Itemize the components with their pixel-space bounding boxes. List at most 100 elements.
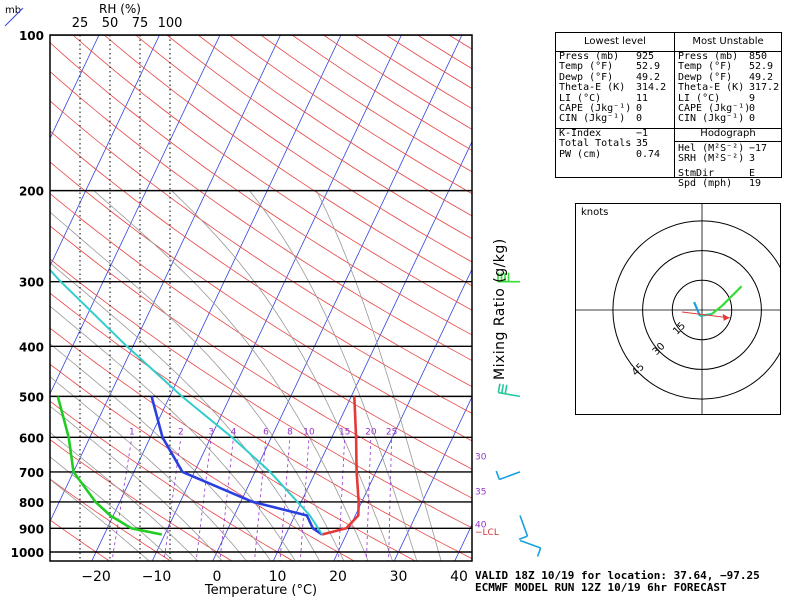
- isotherm-line: [393, 395, 472, 561]
- mixing-ratio-tick-label: 1: [129, 427, 135, 437]
- stat-value: 49.2: [636, 71, 661, 83]
- stat-row: Press (mb) 925: [556, 51, 674, 62]
- stat-label: CAPE (Jkg⁻¹): [678, 102, 751, 114]
- mixing-ratio-line: [299, 437, 310, 561]
- stat-label: Spd (mph): [678, 177, 733, 189]
- stat-row: Press (mb) 850: [675, 51, 781, 62]
- mixing-ratio-line: [365, 437, 372, 561]
- dry-adiabat-line: [50, 292, 472, 560]
- stat-label: Dewp (°F): [678, 71, 733, 83]
- moist-adiabat-line: [50, 262, 321, 561]
- lowest-level-rows: Press (mb) 925 Temp (°F) 52.9 Dewp (°F) 49.2 T…: [556, 51, 674, 125]
- isotherm-line: [50, 35, 160, 268]
- stat-value: 0: [636, 102, 643, 114]
- stat-row: LI (°C) 11: [556, 92, 674, 104]
- temperature-profile: [321, 396, 360, 536]
- wind-barb: [518, 515, 529, 541]
- plot-frame: [49, 34, 473, 562]
- isotherm-line: [0, 35, 39, 563]
- stat-row: CIN (Jkg⁻¹) 0: [556, 113, 674, 125]
- rh-axis-title: RH (%): [99, 2, 141, 16]
- moist-adiabat-line: [50, 376, 248, 561]
- mixing-ratio-line: [388, 437, 392, 561]
- header-isotherm-mark: [4, 7, 24, 27]
- mixing-ratio-tick-label: 10: [303, 427, 315, 437]
- wind-barb: [497, 383, 521, 398]
- stat-label: Temp (°F): [559, 61, 614, 73]
- temperature-axis-title: Temperature (°C): [204, 583, 317, 598]
- pressure-unit-label: mb: [5, 5, 21, 16]
- theta-e-label: 30: [475, 452, 487, 462]
- stat-label: CIN (Jkg⁻¹): [678, 113, 745, 125]
- theta-e-label: 35: [475, 487, 486, 497]
- stat-value: 0: [749, 102, 756, 114]
- stat-row: CAPE (Jkg⁻¹) 0: [675, 102, 781, 114]
- stat-row: Dewp (°F) 49.2: [556, 71, 674, 83]
- stat-value: 317.2: [749, 82, 780, 94]
- stat-row: Temp (°F) 52.9: [556, 61, 674, 73]
- mixing-ratio-tick-label: 25: [386, 427, 397, 437]
- stat-value: 52.9: [749, 61, 774, 73]
- stat-label: Total Totals: [559, 138, 632, 150]
- stat-label: LI (°C): [678, 92, 721, 104]
- dewpoint-profile: [150, 396, 323, 536]
- pressure-tick-label: 500: [19, 390, 44, 404]
- moist-adiabat-line: [316, 190, 442, 561]
- rh-tick-label: 75: [132, 16, 149, 31]
- hodograph-trace-segment: [711, 305, 723, 315]
- moist-adiabat-line: [50, 343, 272, 561]
- temperature-tick-label: −20: [81, 569, 111, 585]
- mixing-ratio-tick-label: 15: [339, 427, 350, 437]
- stat-row: Temp (°F) 52.9: [675, 61, 781, 73]
- moist-adiabat-line: [93, 190, 369, 561]
- isotherm-line: [91, 35, 342, 561]
- dry-adiabat-line: [103, 35, 472, 287]
- dry-adiabat-line: [50, 363, 355, 561]
- stat-row: StmDir E: [675, 167, 781, 179]
- stat-value: E: [749, 167, 756, 179]
- dry-adiabat-line: [50, 225, 472, 499]
- pressure-tick-label: 100: [19, 29, 44, 43]
- pressure-tick-label: 300: [19, 276, 44, 290]
- lowest-level-title: Lowest level: [556, 33, 674, 52]
- stat-value: 9: [749, 92, 756, 104]
- dry-adiabat-line: [50, 519, 111, 561]
- pressure-tick-label: 800: [19, 496, 44, 510]
- model-run-line: ECMWF MODEL RUN 12Z 10/19 6hr FORECAST: [475, 581, 727, 594]
- stat-row: CIN (Jkg⁻¹) 0: [675, 113, 781, 125]
- stat-value: 19: [749, 177, 762, 189]
- stats-divider: [556, 127, 674, 129]
- wind-barb: [497, 272, 520, 283]
- stat-row: Hel (M²S⁻²) −17: [675, 143, 781, 154]
- stat-row: CAPE (Jkg⁻¹) 0: [556, 102, 674, 114]
- dry-adiabat-line: [50, 400, 294, 561]
- temperature-tick-label: −10: [142, 569, 172, 585]
- lcl-label: −LCL: [475, 528, 499, 538]
- stat-label: LI (°C): [559, 92, 602, 104]
- rh_profile-profile: [56, 396, 163, 536]
- pressure-tick-label: 1000: [11, 546, 44, 560]
- pressure-tick-label: 900: [19, 522, 44, 536]
- hodograph-trace-segment: [721, 285, 743, 307]
- hodograph-title: Hodograph: [675, 128, 781, 142]
- stat-label: CIN (Jkg⁻¹): [559, 113, 626, 125]
- stat-label: Theta-E (K): [559, 82, 626, 94]
- stat-label: StmDir: [678, 167, 715, 179]
- dry-adiabat-line: [135, 35, 472, 263]
- stat-row: K-Index −1: [556, 128, 674, 139]
- dry-adiabat-line: [72, 35, 472, 311]
- axes-labels: 1 2 3 4 6 8 10 15 20 2510020030040050060070080090…: [4, 2, 499, 598]
- isotherm-line: [333, 268, 472, 561]
- dry-adiabat-line: [323, 35, 472, 130]
- dry-adiabat-line: [50, 70, 472, 361]
- stat-value: 0: [636, 113, 643, 125]
- pressure-tick-label: 600: [19, 431, 44, 445]
- isotherm-line: [50, 35, 221, 395]
- most-unstable-title: Most Unstable: [675, 33, 781, 52]
- dry-adiabat-line: [50, 42, 472, 336]
- temperature-tick-label: 0: [213, 569, 222, 585]
- stat-label: Press (mb): [678, 51, 739, 62]
- dry-adiabat-line: [50, 258, 472, 529]
- stat-value: 0.74: [636, 148, 661, 160]
